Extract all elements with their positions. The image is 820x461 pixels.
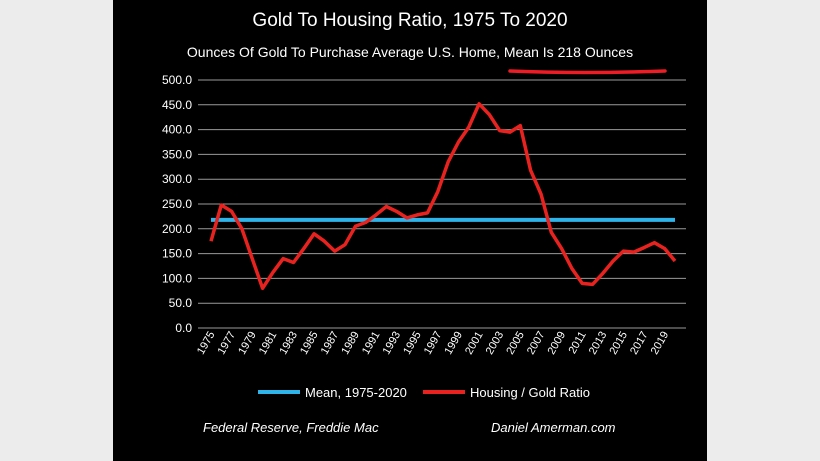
x-tick-label: 2001	[463, 330, 486, 357]
x-tick-label: 1981	[257, 330, 280, 357]
x-tick-label: 1991	[360, 330, 383, 357]
x-tick-label: 2011	[567, 330, 589, 356]
underline-annotation	[510, 71, 665, 73]
x-tick-label: 1999	[442, 330, 465, 357]
y-tick-label: 300.0	[162, 172, 192, 186]
chart-svg: 0.0 50.0 100.0 150.0 200.0 250.0 300.0 350.0 400…	[113, 0, 707, 461]
x-tick-label: 1979	[236, 330, 259, 357]
x-tick-label: 2005	[504, 330, 527, 357]
y-tick-label: 400.0	[162, 123, 192, 137]
source-right: Daniel Amerman.com	[491, 420, 616, 435]
legend-label: Mean, 1975-2020	[305, 385, 407, 400]
x-tick-label: 2019	[649, 330, 672, 357]
x-tick-label: 2017	[628, 330, 651, 357]
x-tick-label: 2007	[525, 330, 548, 357]
chart-frame: Gold To Housing Ratio, 1975 To 2020 Ounc…	[113, 0, 707, 461]
x-tick-label: 1977	[216, 330, 239, 357]
source-left: Federal Reserve, Freddie Mac	[203, 420, 379, 435]
x-tick-label: 1993	[381, 330, 404, 357]
x-tick-label: 1985	[298, 330, 321, 357]
x-tick-label: 1987	[319, 330, 342, 357]
series-line-ratio	[211, 104, 675, 288]
y-tick-label: 50.0	[169, 296, 193, 310]
x-tick-label: 2003	[484, 330, 507, 357]
y-tick-label: 500.0	[162, 73, 192, 87]
legend-label: Housing / Gold Ratio	[470, 385, 590, 400]
y-tick-label: 450.0	[162, 98, 192, 112]
y-tick-label: 150.0	[162, 247, 192, 261]
x-tick-label: 1989	[339, 330, 362, 357]
x-tick-label: 2013	[587, 330, 610, 357]
x-tick-label: 2009	[546, 330, 569, 357]
x-tick-label: 1975	[195, 330, 218, 357]
y-tick-label: 0.0	[175, 321, 192, 335]
x-tick-label: 1995	[401, 330, 424, 357]
x-tick-label: 1983	[277, 330, 300, 357]
y-tick-label: 200.0	[162, 222, 192, 236]
y-tick-label: 350.0	[162, 147, 192, 161]
y-tick-label: 100.0	[162, 271, 192, 285]
x-tick-label: 2015	[607, 330, 630, 357]
x-tick-label: 1997	[422, 330, 445, 357]
y-tick-label: 250.0	[162, 197, 192, 211]
